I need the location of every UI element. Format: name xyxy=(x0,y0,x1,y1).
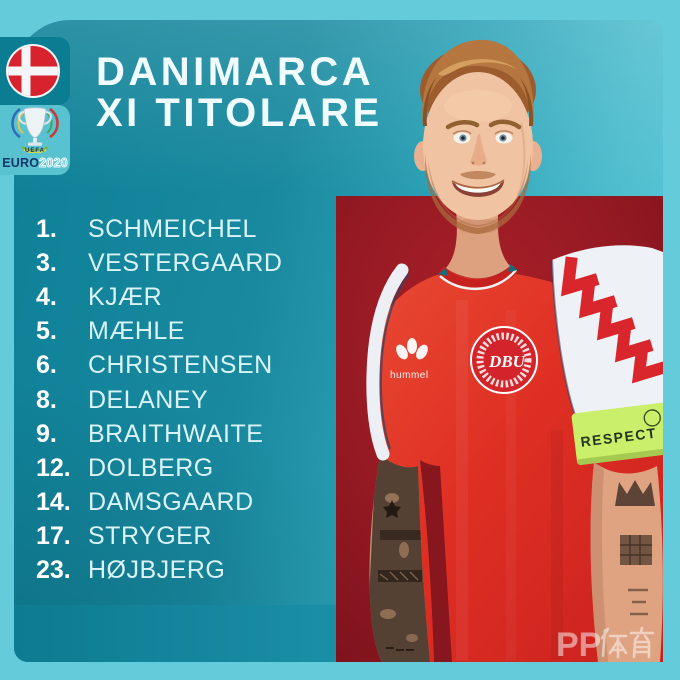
player-number: 8. xyxy=(36,385,57,414)
euro2020-logo-badge: UEFA EURO2020 xyxy=(0,105,70,175)
lineup-row: 14. DAMSGAARD xyxy=(36,486,336,520)
player-head xyxy=(414,39,542,234)
player-number: 14. xyxy=(36,488,71,517)
watermark-cjk xyxy=(600,626,655,659)
lineup-row: 17. STRYGER xyxy=(36,520,336,554)
uefa-label: UEFA xyxy=(24,148,45,154)
player-name: DOLBERG xyxy=(88,453,214,482)
player-name: HØJBJERG xyxy=(88,556,226,585)
euro2020-wordmark: UEFA EURO2020 xyxy=(0,148,70,171)
denmark-flag-icon xyxy=(6,44,60,98)
player-photo: RESPECT hummel xyxy=(336,30,663,662)
player-name: STRYGER xyxy=(88,522,212,551)
player-number: 5. xyxy=(36,317,57,346)
lineup-row: 6. CHRISTENSEN xyxy=(36,349,336,383)
hummel-chevrons xyxy=(560,256,663,384)
page-title: DANIMARCA XI TITOLARE xyxy=(96,52,383,134)
hummel-label: hummel xyxy=(390,370,429,381)
captain-armband: RESPECT xyxy=(571,402,663,466)
lineup-row: 23. HØJBJERG xyxy=(36,554,336,588)
player-number: 3. xyxy=(36,248,57,277)
lineup-row: 8. DELANEY xyxy=(36,383,336,417)
euro2020-trophy-icon xyxy=(11,107,59,154)
lineup-row: 9. BRAITHWAITE xyxy=(36,417,336,451)
player-name: DELANEY xyxy=(88,385,209,414)
hummel-logo: hummel xyxy=(390,338,429,381)
player-number: 9. xyxy=(36,419,57,448)
right-arm-tattooed xyxy=(590,462,663,662)
euro-label: EURO xyxy=(2,156,40,170)
lineup-row: 12. DOLBERG xyxy=(36,451,336,485)
player-name: KJÆR xyxy=(88,282,163,311)
player-number: 23. xyxy=(36,556,71,585)
right-sleeve xyxy=(551,245,663,423)
player-photo-art: RESPECT hummel xyxy=(336,39,663,662)
lineup-row: 4. KJÆR xyxy=(36,280,336,314)
lineup-row: 3. VESTERGAARD xyxy=(36,246,336,280)
lineup-row: 1. SCHMEICHEL xyxy=(36,212,336,246)
player-number: 1. xyxy=(36,214,57,243)
lineup-list: 1. SCHMEICHEL 3. VESTERGAARD 4. KJÆR 5. MÆHLE 6.… xyxy=(36,212,336,588)
player-name: MÆHLE xyxy=(88,317,185,346)
player-name: CHRISTENSEN xyxy=(88,351,273,380)
year-label: 2020 xyxy=(39,156,68,170)
player-name: SCHMEICHEL xyxy=(88,214,257,243)
player-number: 12. xyxy=(36,453,71,482)
player-name: VESTERGAARD xyxy=(88,248,283,277)
left-arm-tattooed xyxy=(369,454,430,662)
dbu-crest: DBU xyxy=(470,326,538,394)
player-name: BRAITHWAITE xyxy=(88,419,264,448)
title-line2: XI TITOLARE xyxy=(96,91,383,135)
title-line1: DANIMARCA xyxy=(96,50,375,94)
watermark: PP xyxy=(556,626,655,662)
dbu-label: DBU xyxy=(488,352,526,371)
player-number: 6. xyxy=(36,351,57,380)
player-name: DAMSGAARD xyxy=(88,488,254,517)
watermark-pp: PP xyxy=(556,626,601,662)
lineup-row: 5. MÆHLE xyxy=(36,315,336,349)
player-number: 17. xyxy=(36,522,71,551)
player-number: 4. xyxy=(36,282,57,311)
denmark-flag-badge xyxy=(0,37,70,105)
